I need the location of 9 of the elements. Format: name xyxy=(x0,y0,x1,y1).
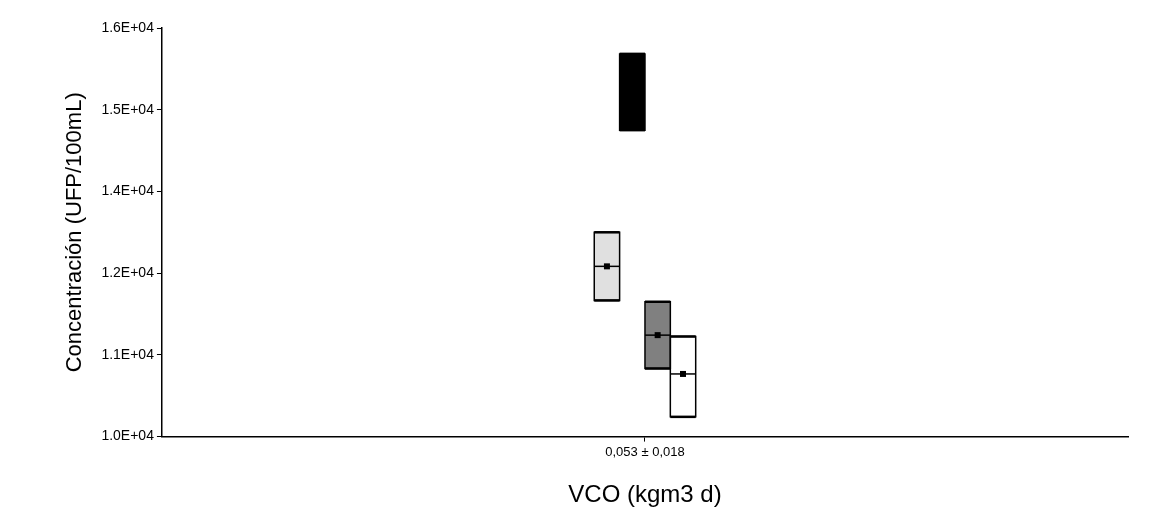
y-tick-label: 1.2E+04 xyxy=(101,264,155,281)
y-tick-label: 1.6E+04 xyxy=(101,18,155,35)
y-tick-label: 1.4E+04 xyxy=(101,182,155,199)
x-tick-label: 0,053 ± 0,018 xyxy=(605,443,685,459)
y-axis-title: Concentración (UFP/100mL) xyxy=(61,92,87,373)
x-axis-title: VCO (kgm3 d) xyxy=(568,480,722,508)
y-tick-label: 1.0E+04 xyxy=(101,427,155,444)
y-tick-label: 1.5E+04 xyxy=(101,100,155,117)
y-tick-label: 1.1E+04 xyxy=(101,345,155,362)
